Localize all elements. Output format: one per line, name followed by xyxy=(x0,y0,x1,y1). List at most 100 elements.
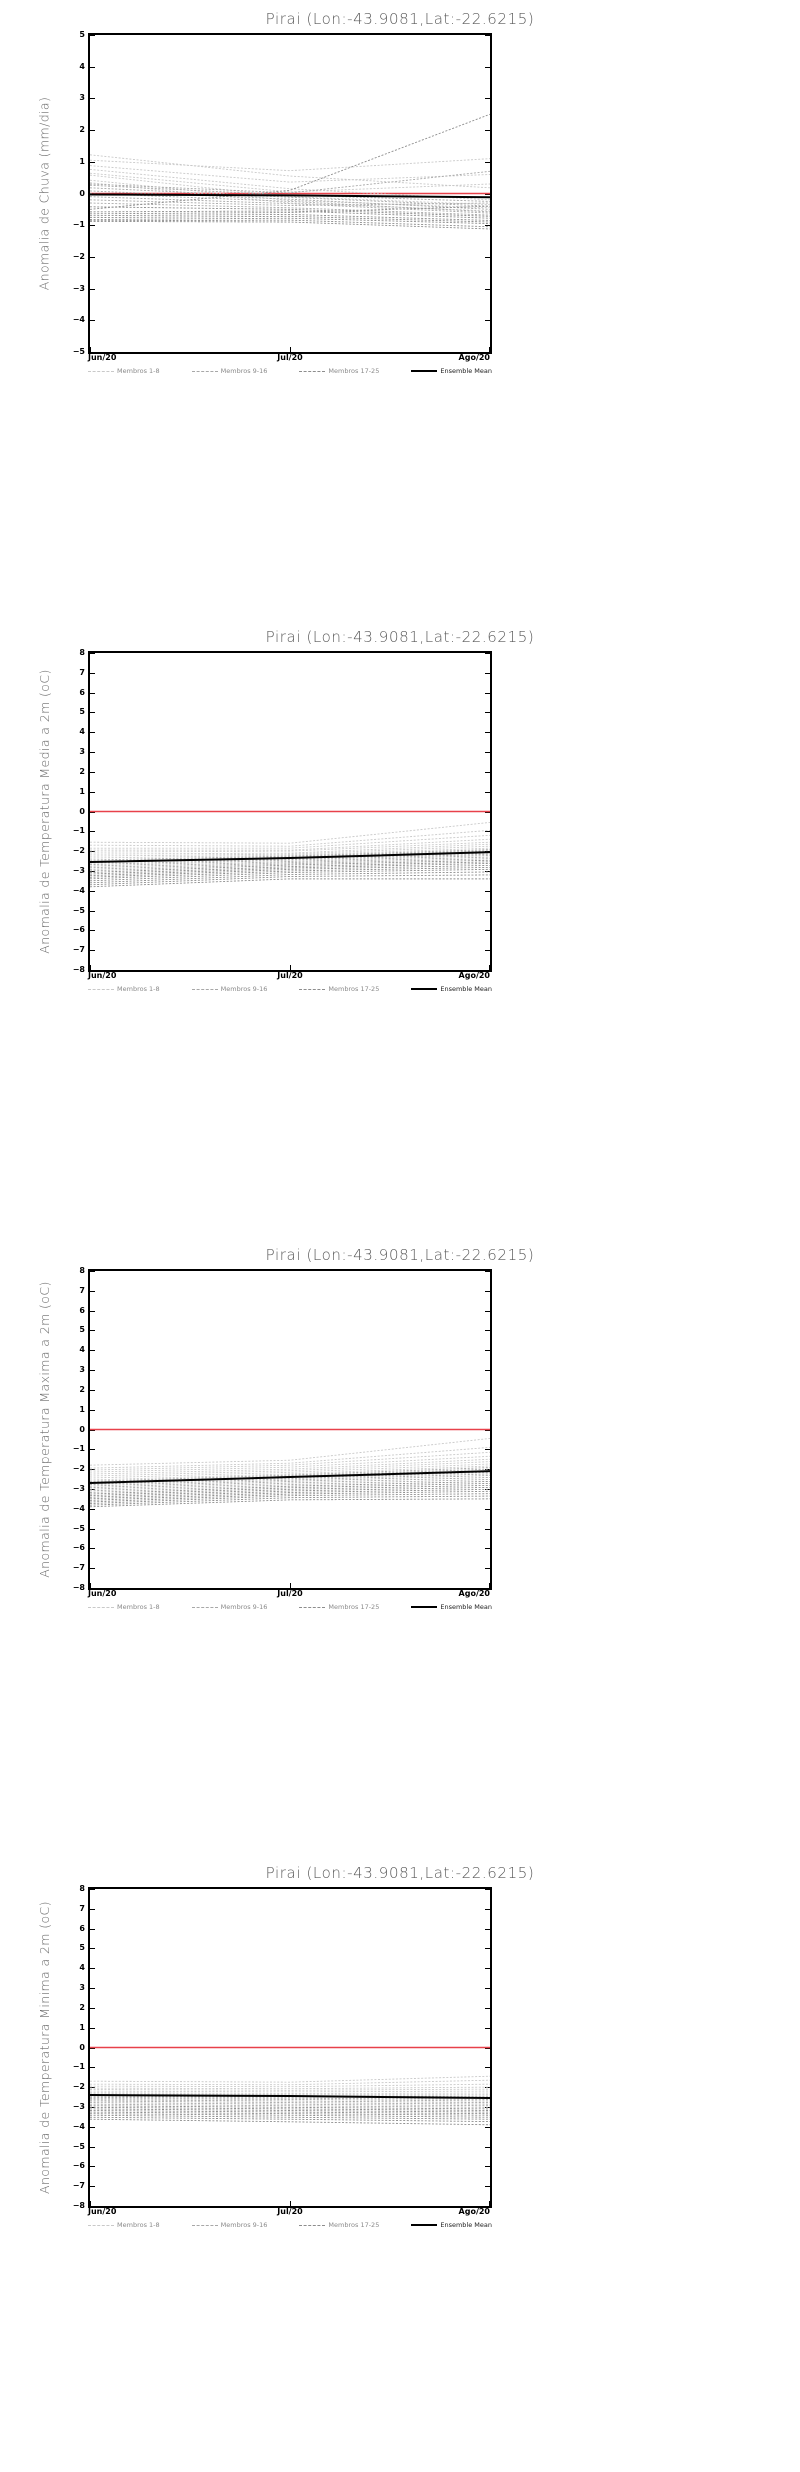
y-axis-tick-label: −8 xyxy=(72,965,85,974)
y-axis-tick-label: −1 xyxy=(72,220,85,230)
y-axis-tick-label: −6 xyxy=(72,2161,85,2171)
y-axis-tick xyxy=(485,1548,490,1550)
member-series-line xyxy=(90,193,490,213)
y-axis-tick xyxy=(90,2186,95,2188)
y-axis-tick xyxy=(485,352,490,353)
y-axis-tick-label: 6 xyxy=(79,687,85,697)
y-axis-tick-label: 3 xyxy=(79,1365,85,1375)
plot-area: 5 4 3 2 1 0 −1 −2 −3 −4 −5 Jun/20 Jul/20 Ago/20 xyxy=(73,31,492,362)
legend-label-members-17-25: Membros 17-25 xyxy=(328,367,380,375)
dashed-line-icon xyxy=(299,2224,326,2226)
dashed-line-icon xyxy=(299,988,326,990)
y-axis-tick-label: 1 xyxy=(79,786,85,796)
y-axis-tick-label: 2 xyxy=(79,766,85,776)
y-axis-tick-label: 5 xyxy=(79,1943,85,1953)
chart-legend: Membros 1-8 Membros 9-16 Membros 17-25 E… xyxy=(88,986,492,993)
y-axis-tick xyxy=(90,1389,95,1391)
member-series-line xyxy=(90,2075,490,2083)
y-axis-tick xyxy=(90,1948,95,1950)
y-axis-caption: Anomalia de Temperatura Media a 2m (oC) xyxy=(34,651,54,972)
y-axis-tick xyxy=(90,950,95,952)
y-axis-tick xyxy=(485,1588,490,1589)
member-series-line xyxy=(90,184,490,202)
member-series-line xyxy=(90,1476,490,1492)
member-series-line xyxy=(90,2096,490,2100)
legend-item-members-17-25: Membros 17-25 xyxy=(299,986,379,993)
y-axis-tick xyxy=(90,352,95,353)
y-axis-tick xyxy=(90,692,95,694)
legend-label-ensemble-mean: Ensemble Mean xyxy=(440,985,492,993)
member-series-line xyxy=(90,2079,490,2086)
x-axis-tick xyxy=(90,1583,91,1588)
y-axis-tick xyxy=(485,1968,490,1970)
member-series-line xyxy=(90,213,490,221)
y-axis-tick xyxy=(90,256,95,258)
chart-legend: Membros 1-8 Membros 9-16 Membros 17-25 E… xyxy=(88,368,492,375)
member-series-line xyxy=(90,1478,490,1493)
y-axis-tick xyxy=(485,2166,490,2168)
page-title: Pirai (Lon:-43.9081,Lat:-22.6215) xyxy=(265,628,535,646)
y-axis-tick xyxy=(485,732,490,734)
y-axis-tick-label: 1 xyxy=(79,1404,85,1414)
member-series-line xyxy=(90,878,490,888)
x-axis-tick xyxy=(488,347,490,352)
y-axis-tick xyxy=(90,1968,95,1970)
y-axis-tick-label: 8 xyxy=(79,1266,85,1275)
y-axis-tick xyxy=(90,1548,95,1550)
x-axis-tick xyxy=(90,965,91,970)
y-axis-tick xyxy=(485,791,490,793)
legend-label-ensemble-mean: Ensemble Mean xyxy=(440,1603,492,1611)
member-series-line xyxy=(90,1461,490,1477)
y-axis-tick xyxy=(90,2067,95,2069)
y-axis-tick xyxy=(485,771,490,773)
member-series-line xyxy=(90,862,490,877)
y-axis-tick xyxy=(90,225,95,227)
member-series-line xyxy=(90,845,490,857)
y-axis-caption-label: Anomalia de Chuva (mm/dia) xyxy=(36,96,52,291)
y-axis-tick xyxy=(485,1908,490,1910)
solid-line-icon xyxy=(411,2224,438,2227)
member-series-line xyxy=(90,2105,490,2110)
member-series-line xyxy=(90,864,490,878)
y-axis-tick-label: −8 xyxy=(72,2201,85,2210)
member-series-line xyxy=(90,1480,490,1495)
member-series-line xyxy=(90,2099,490,2104)
dashed-line-icon xyxy=(191,2224,218,2226)
chart-panel-temp-minima: Pirai (Lon:-43.9081,Lat:-22.6215) Anomal… xyxy=(0,1854,800,2472)
member-series-line xyxy=(90,217,490,225)
y-axis-tick-label: 8 xyxy=(79,1884,85,1893)
member-series-line xyxy=(90,821,490,844)
ensemble-mean-line xyxy=(90,851,490,864)
y-axis-tick xyxy=(485,256,490,258)
y-axis-tick-label: −6 xyxy=(72,925,85,935)
dashed-line-icon xyxy=(88,2224,114,2226)
member-series-line xyxy=(90,1484,490,1498)
y-axis-tick xyxy=(90,2126,95,2128)
y-axis-tick-label: −1 xyxy=(72,1444,85,1454)
legend-label-members-1-8: Membros 1-8 xyxy=(117,367,160,375)
member-series-line xyxy=(90,1498,490,1508)
y-axis-tick xyxy=(90,970,95,971)
y-axis-tick-label: −1 xyxy=(72,2062,85,2072)
member-series-line xyxy=(90,219,490,228)
member-series-line xyxy=(90,220,490,230)
y-axis-tick-label: −3 xyxy=(72,865,85,875)
series-layer xyxy=(90,113,490,230)
dashed-line-icon xyxy=(88,1606,114,1608)
member-series-line xyxy=(90,858,490,872)
y-axis-tick xyxy=(485,970,490,971)
member-series-line xyxy=(90,829,490,847)
member-series-line xyxy=(90,2088,490,2091)
y-axis-tick xyxy=(90,1889,95,1890)
x-axis-tick-label: Ago/20 xyxy=(458,1589,490,1598)
member-series-line xyxy=(90,1475,490,1490)
legend-item-members-1-8: Membros 1-8 xyxy=(88,986,160,993)
y-axis-tick xyxy=(90,1588,95,1589)
y-axis-tick xyxy=(90,288,95,290)
y-axis-tick xyxy=(485,1449,490,1451)
y-axis-tick-label: 1 xyxy=(79,2022,85,2032)
y-axis-tick xyxy=(90,1469,95,1471)
y-axis-tick-label: 2 xyxy=(79,125,85,135)
legend-item-ensemble-mean: Ensemble Mean xyxy=(411,986,492,993)
